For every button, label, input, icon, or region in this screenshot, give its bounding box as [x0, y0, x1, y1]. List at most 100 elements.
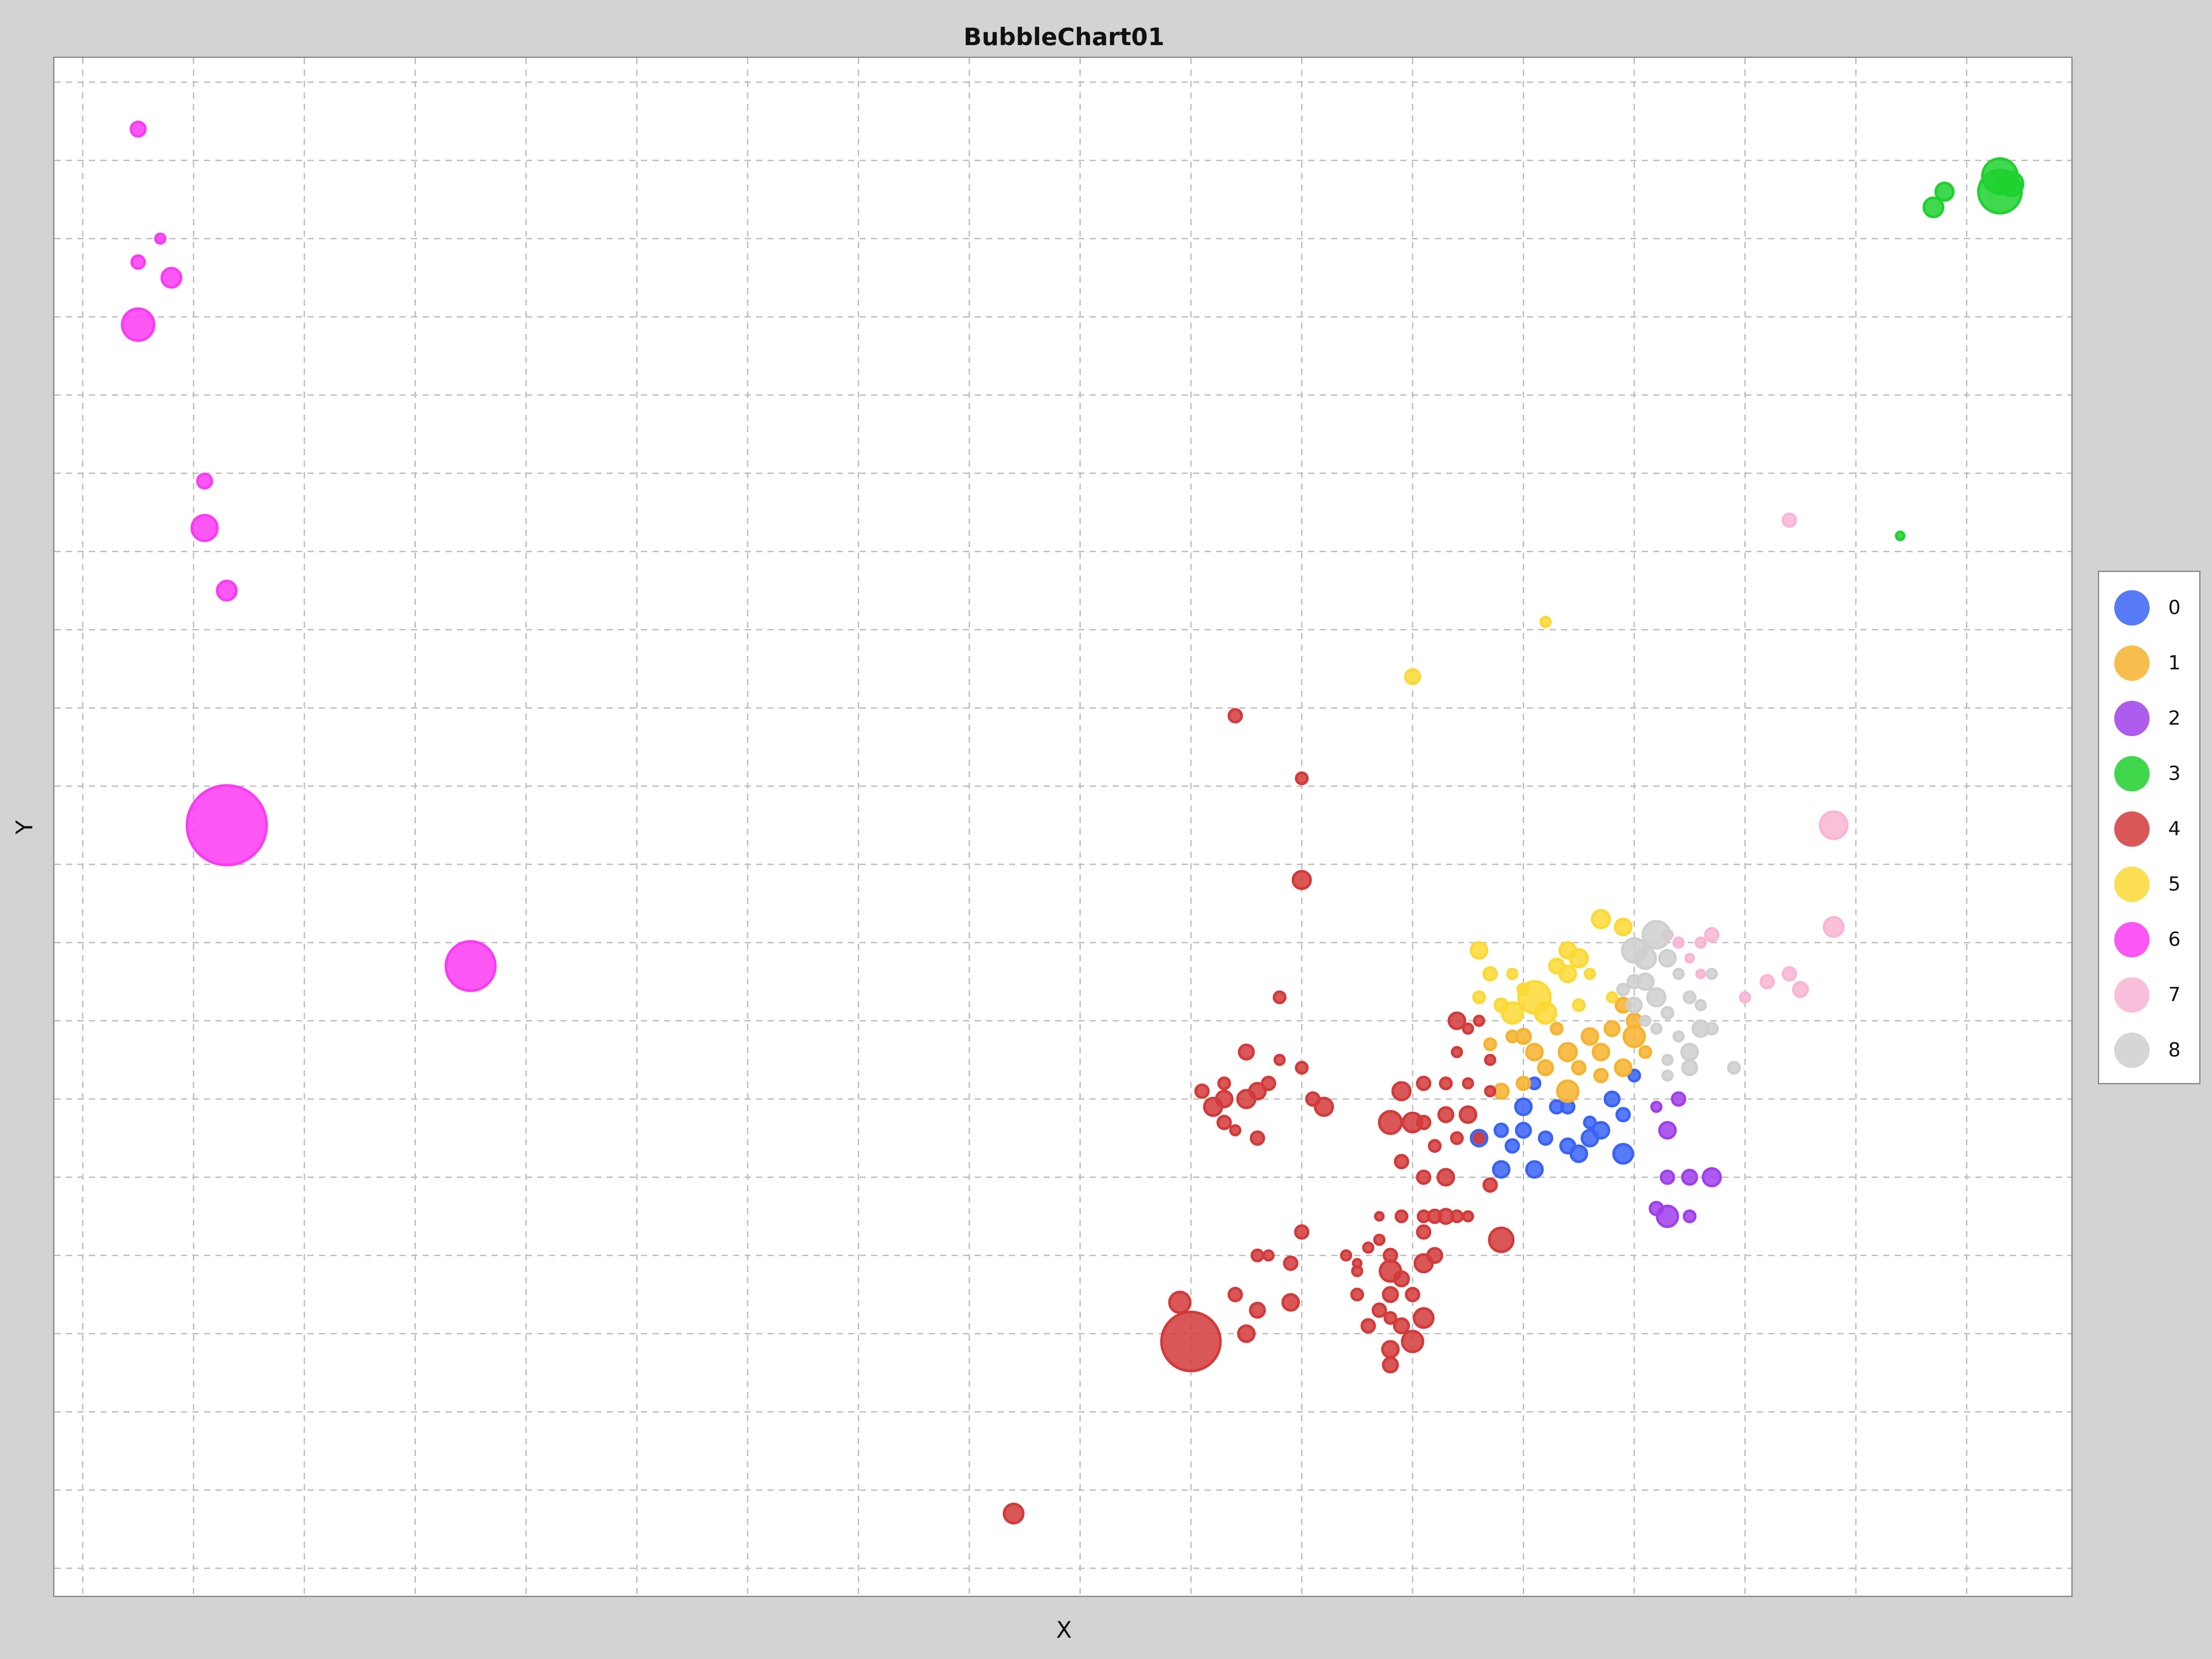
bubble-point	[1661, 1069, 1674, 1082]
bubble-point	[1227, 708, 1243, 724]
bubble-point	[1626, 974, 1642, 990]
bubble-point	[1593, 1068, 1609, 1083]
bubble-point	[1482, 966, 1498, 982]
bubble-point	[1483, 1037, 1497, 1052]
bubble-point	[1727, 1060, 1741, 1075]
legend-item-0: 0	[2099, 580, 2199, 635]
bubble-point	[1416, 1075, 1432, 1091]
plot-area	[53, 57, 2073, 1597]
bubble-point	[1684, 952, 1695, 964]
bubble-point	[1525, 1043, 1544, 1062]
legend-label: 1	[2168, 652, 2181, 674]
bubble-point	[1922, 196, 1944, 219]
bubble-point	[1168, 1290, 1192, 1314]
bubble-point	[1448, 1011, 1467, 1030]
bubble-point	[1506, 968, 1519, 980]
bubble-point	[1437, 1106, 1455, 1123]
bubble-point	[1229, 1124, 1241, 1137]
bubble-point	[1537, 1059, 1554, 1076]
plot-svg	[54, 58, 2071, 1596]
bubble-point	[1694, 999, 1707, 1011]
bubble-point	[1373, 1233, 1386, 1246]
bubble-point	[1426, 1247, 1444, 1264]
bubble-point	[1352, 1258, 1363, 1269]
bubble-point	[1470, 941, 1489, 960]
legend-item-4: 4	[2099, 801, 2199, 856]
legend-swatch	[2114, 756, 2150, 791]
bubble-point	[1558, 941, 1577, 960]
bubble-point	[1237, 1324, 1256, 1343]
bubble-point	[1514, 1097, 1533, 1116]
bubble-point	[1492, 1160, 1511, 1179]
bubble-point	[1584, 968, 1596, 980]
legend-label: 7	[2168, 983, 2181, 1006]
bubble-point	[1680, 1043, 1699, 1062]
bubble-point	[1704, 927, 1720, 943]
legend-swatch	[2114, 866, 2150, 902]
bubble-point	[1391, 1081, 1412, 1102]
bubble-point	[1661, 1054, 1674, 1066]
bubble-point	[1782, 512, 1797, 528]
bubble-point	[1248, 1082, 1267, 1101]
bubble-point	[1488, 1226, 1515, 1253]
bubble-point	[1238, 1043, 1255, 1061]
bubble-point	[444, 940, 497, 992]
bubble-point	[1638, 1045, 1652, 1059]
bubble-point	[1823, 916, 1845, 938]
bubble-point	[1371, 1302, 1387, 1318]
bubble-point	[1382, 1356, 1399, 1374]
bubble-point	[1612, 1143, 1634, 1165]
series-7	[1661, 512, 1849, 1004]
bubble-point	[1682, 1209, 1697, 1223]
bubble-point	[1382, 1286, 1399, 1303]
bubble-point	[1591, 909, 1611, 929]
bubble-point	[1462, 1022, 1475, 1035]
bubble-point	[1360, 1318, 1376, 1334]
bubble-point	[1402, 1111, 1424, 1133]
bubble-point	[1249, 1130, 1265, 1146]
bubble-point	[1819, 810, 1849, 841]
bubble-point	[1294, 771, 1309, 785]
series-6	[121, 120, 497, 992]
bubble-point	[1558, 964, 1577, 983]
bubble-point	[1381, 1340, 1400, 1359]
bubble-point	[1633, 946, 1657, 970]
bubble-point	[1671, 1091, 1686, 1107]
bubble-point	[1401, 1329, 1425, 1353]
legend-label: 5	[2168, 873, 2181, 895]
bubble-point	[1591, 1121, 1610, 1140]
bubble-point	[1603, 1091, 1621, 1108]
bubble-point	[1313, 1097, 1334, 1117]
bubble-point	[1539, 615, 1552, 628]
bubble-point	[1413, 1307, 1435, 1329]
bubble-point	[1695, 968, 1706, 979]
bubble-point	[1613, 918, 1632, 937]
bubble-point	[1627, 1068, 1641, 1083]
bubble-point	[1494, 997, 1509, 1013]
legend-swatch	[2114, 645, 2150, 681]
bubble-point	[1681, 1168, 1698, 1186]
bubble-point	[1217, 1076, 1231, 1091]
bubble-point	[1262, 1249, 1275, 1262]
legend-swatch	[2114, 811, 2150, 847]
legend-item-3: 3	[2099, 746, 2199, 801]
bubble-point	[1272, 990, 1286, 1004]
bubble-point	[1658, 1121, 1677, 1140]
bubble-point	[1250, 1248, 1264, 1263]
legend-item-2: 2	[2099, 691, 2199, 746]
bubble-point	[1002, 1502, 1025, 1525]
bubble-point	[1997, 170, 2024, 197]
bubble-point	[185, 784, 268, 867]
series-3	[1895, 157, 2024, 541]
series-4	[1002, 708, 1515, 1525]
series-2	[1648, 1091, 1722, 1228]
bubble-point	[1655, 1205, 1679, 1228]
bubble-point	[1583, 1115, 1597, 1129]
bubble-point	[190, 514, 219, 542]
bubble-point	[1294, 1060, 1309, 1075]
bubble-point	[1260, 1075, 1276, 1091]
bubble-point	[1249, 1302, 1266, 1319]
bubble-point	[1556, 1079, 1580, 1103]
bubble-point	[1639, 1014, 1651, 1027]
bubble-point	[1194, 1083, 1210, 1099]
